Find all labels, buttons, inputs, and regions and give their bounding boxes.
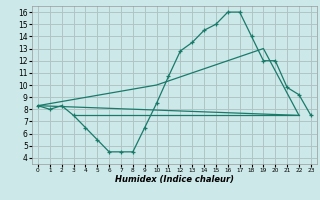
X-axis label: Humidex (Indice chaleur): Humidex (Indice chaleur) bbox=[115, 175, 234, 184]
